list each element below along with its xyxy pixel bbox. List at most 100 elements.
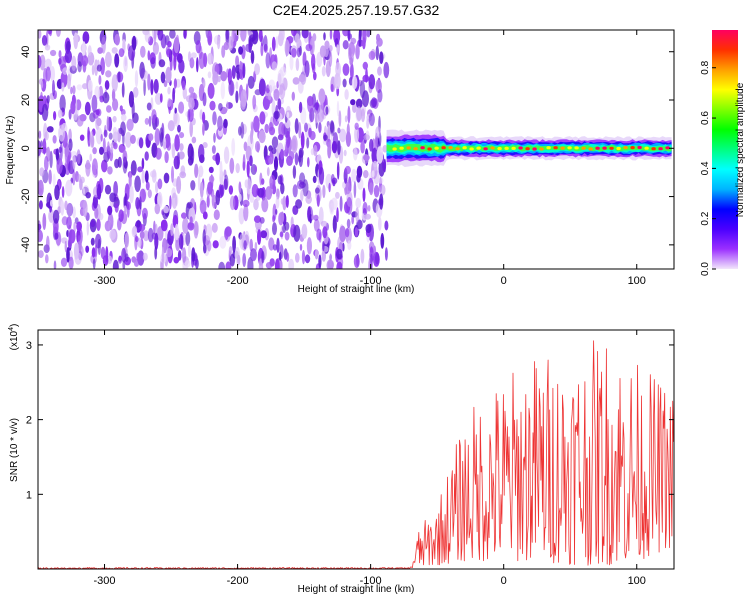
heatmap-noise-speckle <box>254 165 257 173</box>
heatmap-noise-speckle <box>90 220 96 228</box>
heatmap-noise-speckle <box>104 80 110 90</box>
heatmap-noise-speckle <box>173 53 177 71</box>
heatmap-noise-speckle <box>181 80 186 91</box>
heatmap-noise-speckle <box>38 130 42 139</box>
colorbar-tick-label: 0.6 <box>700 111 711 125</box>
heatmap-noise-speckle <box>300 189 304 202</box>
heatmap-noise-speckle <box>177 124 181 133</box>
heatmap-signal-peak <box>595 146 600 150</box>
heatmap-noise-speckle <box>276 237 280 253</box>
heatmap-noise-speckle <box>97 238 101 255</box>
snr-x-axis: -300 -200 -100 0 100 <box>94 330 646 587</box>
heatmap-noise-speckle <box>342 40 349 50</box>
chart-title: C2E4.2025.257.19.57.G32 <box>273 2 440 18</box>
heatmap-noise-speckle <box>202 111 206 124</box>
heatmap-noise-speckle <box>334 72 341 90</box>
heatmap-noise-speckle <box>153 79 159 94</box>
heatmap-noise-speckle <box>354 122 359 130</box>
heatmap-noise-speckle <box>180 165 186 177</box>
heatmap-noise-speckle <box>70 100 76 115</box>
heatmap-noise-speckle <box>42 138 47 155</box>
heatmap-noise-speckle <box>345 181 351 195</box>
heatmap-noise-speckle <box>351 215 355 225</box>
heatmap-noise-speckle <box>369 182 374 196</box>
heatmap-noise-speckle <box>166 48 172 58</box>
heatmap-signal-peak <box>420 146 425 150</box>
heatmap-noise-speckle <box>288 258 295 269</box>
heatmap-noise-speckle <box>175 78 181 88</box>
heatmap-noise-speckle <box>163 205 170 214</box>
heatmap-signal-peak <box>413 147 418 151</box>
heatmap-noise-speckle <box>250 129 253 145</box>
heatmap-noise-speckle <box>147 50 151 61</box>
heatmap-noise-speckle <box>268 156 273 165</box>
heatmap-noise-speckle <box>49 150 53 169</box>
heatmap-noise-speckle <box>72 206 76 219</box>
heatmap-signal-peak <box>392 147 397 151</box>
heatmap-noise-speckle <box>328 45 333 52</box>
heatmap-noise-speckle <box>38 200 43 210</box>
heatmap-signal-peak <box>399 146 404 150</box>
heatmap-noise-speckle <box>265 186 273 200</box>
heatmap-noise-speckle <box>150 170 157 178</box>
heatmap-noise-speckle <box>166 141 172 151</box>
heatmap-noise-speckle <box>336 248 343 260</box>
heatmap-noise-speckle <box>369 138 374 152</box>
heatmap-noise-speckle <box>376 37 383 47</box>
heatmap-noise-speckle <box>44 44 51 51</box>
heatmap-noise-speckle <box>336 161 340 180</box>
heatmap-noise-speckle <box>354 227 359 237</box>
heatmap-noise-speckle <box>144 170 149 183</box>
heatmap-noise-speckle <box>191 136 197 144</box>
heatmap-noise-speckle <box>79 134 85 141</box>
heatmap-noise-speckle <box>353 147 358 161</box>
heatmap-noise-speckle <box>101 159 108 173</box>
heatmap-noise-speckle <box>121 247 127 263</box>
heatmap-noise-speckle <box>178 233 184 250</box>
heatmap-noise-speckle <box>129 134 136 144</box>
heatmap-noise-speckle <box>294 33 300 44</box>
heatmap-signal-peak <box>504 146 509 150</box>
heatmap-noise-speckle <box>199 181 204 199</box>
heatmap-noise-speckle <box>379 184 386 196</box>
heatmap-noise-speckle <box>66 202 74 217</box>
heatmap-noise-speckle <box>235 55 240 68</box>
heatmap-noise-speckle <box>207 30 213 46</box>
heatmap-noise-speckle <box>223 41 229 51</box>
heatmap-noise-speckle <box>271 36 276 52</box>
heatmap-noise-speckle <box>258 130 266 144</box>
heatmap-noise-speckle <box>148 115 152 127</box>
heatmap-noise-speckle <box>61 82 65 92</box>
heatmap-noise-speckle <box>295 199 303 209</box>
heatmap-noise-speckle <box>272 203 277 221</box>
heatmap-noise-speckle <box>46 235 50 251</box>
heatmap-noise-speckle <box>211 222 218 233</box>
heatmap-noise-speckle <box>158 59 166 68</box>
heatmap-noise-speckle <box>147 189 152 199</box>
heatmap-noise-speckle <box>207 71 212 79</box>
heatmap-noise-speckle <box>220 71 228 82</box>
heatmap-signal-peak <box>434 146 439 150</box>
heatmap-noise-speckle <box>382 159 386 172</box>
heatmap-noise-speckle <box>219 160 223 178</box>
heatmap-noise-speckle <box>321 66 326 77</box>
heatmap-noise-speckle <box>106 115 110 131</box>
heatmap-noise-speckle <box>141 207 148 220</box>
heatmap-noise-speckle <box>307 157 310 168</box>
heatmap-noise-speckle <box>96 64 102 72</box>
heatmap-noise-speckle <box>175 34 180 48</box>
heatmap-noise-speckle <box>346 197 353 215</box>
heatmap-noise-speckle <box>383 61 390 79</box>
heatmap-noise-speckle <box>242 253 247 267</box>
heatmap-noise-speckle <box>295 252 300 263</box>
heatmap-noise-speckle <box>231 65 236 79</box>
heatmap-noise-speckle <box>122 260 126 269</box>
heatmap-noise-speckle <box>38 250 44 259</box>
heatmap-signal-peak <box>441 146 446 150</box>
heatmap-noise-speckle <box>264 123 269 134</box>
heatmap-noise-speckle <box>103 129 108 138</box>
heatmap-noise-speckle <box>314 249 319 260</box>
heatmap-signal-peak <box>616 146 621 151</box>
heatmap-signal-peak <box>518 146 523 150</box>
heatmap-noise-speckle <box>335 62 341 77</box>
